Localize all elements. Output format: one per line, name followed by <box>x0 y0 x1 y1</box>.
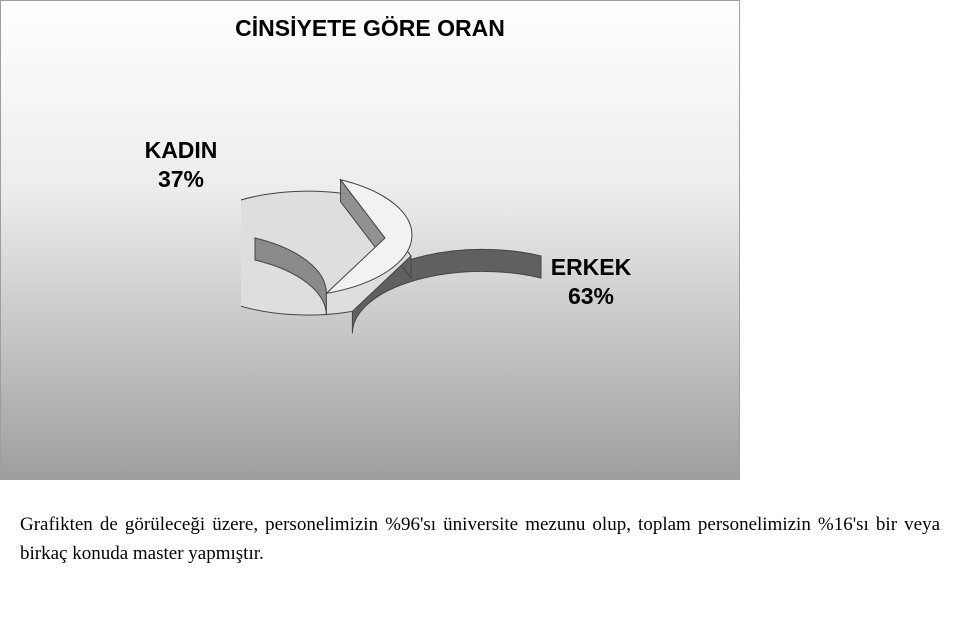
slice-label-kadin: KADIN 37% <box>121 136 241 194</box>
slice-label-kadin-pct: 37% <box>158 166 204 192</box>
chart-title: CİNSİYETE GÖRE ORAN <box>1 15 739 42</box>
pie-chart-panel: CİNSİYETE GÖRE ORAN KADIN 37% ERKEK 63% <box>0 0 740 480</box>
pie-chart <box>241 161 581 371</box>
pie-svg <box>241 161 581 371</box>
slice-label-kadin-name: KADIN <box>145 137 218 163</box>
description-paragraph: Grafikten de görüleceği üzere, personeli… <box>20 510 940 569</box>
